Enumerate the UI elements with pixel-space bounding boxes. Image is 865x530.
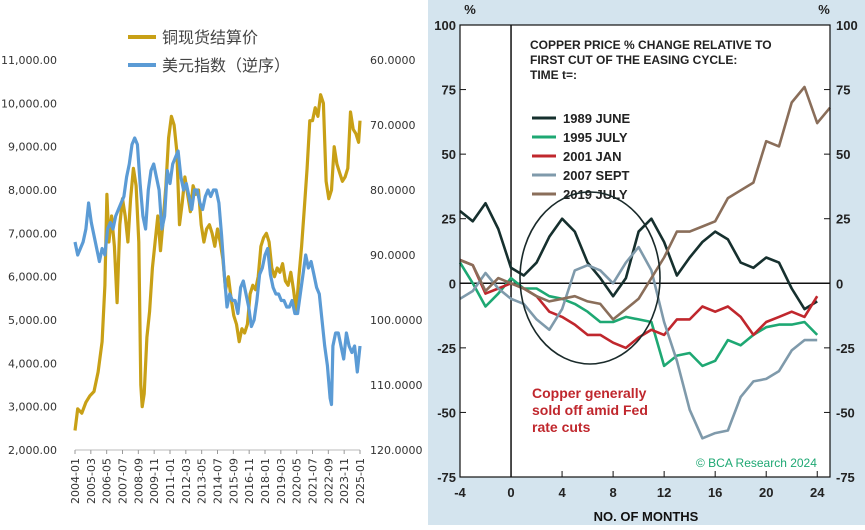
x-tick-label: 2005-03 [85,458,98,504]
highlight-ellipse [519,191,661,365]
x-tick-label: 2015-09 [227,458,240,504]
y-left-tick-label: 10,000.00 [1,97,57,110]
y-right-tick-label: 60.0000 [370,54,416,67]
title-line-2: FIRST CUT OF THE EASING CYCLE: [530,53,737,67]
y-tick-label-right: -50 [836,405,855,420]
x-tick-label: 2022-09 [322,458,335,504]
y-left-tick-label: 5,000.00 [8,314,57,327]
y-tick-label-right: -75 [836,470,855,485]
annotation-line-3: rate cuts [532,419,591,435]
y-tick-label-right: 75 [836,83,850,98]
x-tick-label: 0 [507,485,514,500]
y-tick-label-left: -75 [437,470,456,485]
y-right-tick-label: 110.0000 [370,379,423,392]
y-left-tick-label: 6,000.00 [8,271,57,284]
x-tick-label: 2009-11 [148,458,161,504]
y-tick-label-left: 75 [442,83,456,98]
y-right-tick-label: 120.0000 [370,444,423,457]
legend-label-dxy: 美元指数（逆序） [162,57,290,75]
legend-label: 2001 JAN [563,149,622,164]
x-tick-label: -4 [454,485,466,500]
x-tick-label: 2013-05 [196,458,209,504]
y-right-tick-label: 70.0000 [370,119,416,132]
x-tick-label: 2018-01 [259,458,272,504]
x-tick-label: 4 [558,485,566,500]
legend-label: 1989 JUNE [563,111,631,126]
title-line-3: TIME t=: [530,68,577,82]
plot-frame [459,24,831,478]
annotation-line-1: Copper generally [532,385,647,401]
y-tick-label-left: 25 [442,212,456,227]
right-legend: 1989 JUNE 1995 JULY 2001 JAN 2007 SEPT 2019 … [532,111,631,202]
x-tick-label: 2021-07 [307,458,320,504]
legend-label: 2007 SEPT [563,168,630,183]
x-tick-label: 2011-01 [164,458,177,504]
x-tick-label: 2012-03 [180,458,193,504]
x-tick-label: 2007-07 [117,458,130,504]
x-tick-label: 8 [609,485,616,500]
y-left-tick-label: 7,000.00 [8,227,57,240]
x-tick-label: 2020-05 [291,458,304,504]
y-tick-label-left: -25 [437,341,456,356]
y-axis-unit-left: % [464,2,476,17]
y-tick-label-right: 50 [836,147,850,162]
x-tick-label: 2006-05 [101,458,114,504]
y-right-tick-label: 80.0000 [370,184,416,197]
y-tick-label-right: 25 [836,212,850,227]
y-right-tick-label: 100.0000 [370,314,423,327]
left-chart-svg: 2,000.00 3,000.00 4,000.00 5,000.00 6,000.00… [1,28,423,504]
y-tick-label-right: 100 [836,18,858,33]
source-note: © BCA Research 2024 [696,456,817,470]
chart-title: COPPER PRICE % CHANGE RELATIVE TO FIRST … [530,38,772,82]
left-chart-panel: 2,000.00 3,000.00 4,000.00 5,000.00 6,000.00… [0,0,428,525]
right-chart-svg: -75 -75 -50 -50 -25 -25 0 0 25 25 50 50 75 75 100 100 -4… [434,2,858,524]
series-copper-price-line [73,93,362,431]
plot-area [460,25,830,477]
x-tick-label: 20 [759,485,773,500]
title-line-1: COPPER PRICE % CHANGE RELATIVE TO [530,38,772,52]
annotation-line-2: sold off amid Fed [532,402,648,418]
legend-label-copper: 铜现货结算价 [162,28,258,47]
y-tick-label-left: 50 [442,147,456,162]
y-left-tick-label: 9,000.00 [8,141,57,154]
y-left-tick-label: 11,000.00 [1,54,57,67]
x-tick-label: 16 [708,485,722,500]
x-tick-label: 2004-01 [69,458,82,504]
annotation: Copper generally sold off amid Fed rate … [532,385,648,435]
y-left-tick-label: 4,000.00 [8,357,57,370]
x-tick-label: 2016-11 [243,458,256,504]
y-left-tick-label: 2,000.00 [8,444,57,457]
y-left-tick-label: 8,000.00 [8,184,57,197]
x-tick-label: 2008-09 [132,458,145,504]
x-tick-label: 24 [810,485,825,500]
x-tick-label: 2023-11 [338,458,351,504]
y-tick-label-right: -25 [836,341,855,356]
legend-label: 1995 JULY [563,130,628,145]
x-tick-label: 12 [657,485,671,500]
y-tick-label-left: 100 [434,18,456,33]
legend-label: 2019 JULY [563,187,628,202]
x-axis-title: NO. OF MONTHS [594,509,699,524]
series-dollar-index-line [73,136,362,407]
y-right-tick-label: 90.0000 [370,249,416,262]
y-axis-unit-right: % [818,2,830,17]
series-line-2019-july [459,85,831,321]
series-line-2007-sept [459,245,818,440]
x-tick-label: 2014-07 [212,458,225,504]
left-legend: 铜现货结算价 美元指数（逆序） [128,28,290,75]
right-chart-panel: -75 -75 -50 -50 -25 -25 0 0 25 25 50 50 75 75 100 100 -4… [428,0,865,525]
y-tick-label-right: 0 [836,276,843,291]
y-tick-label-left: -50 [437,405,456,420]
y-tick-label-left: 0 [449,276,456,291]
x-tick-label: 2019-03 [275,458,288,504]
x-tick-label: 2025-01 [354,458,367,504]
y-left-tick-label: 3,000.00 [8,401,57,414]
